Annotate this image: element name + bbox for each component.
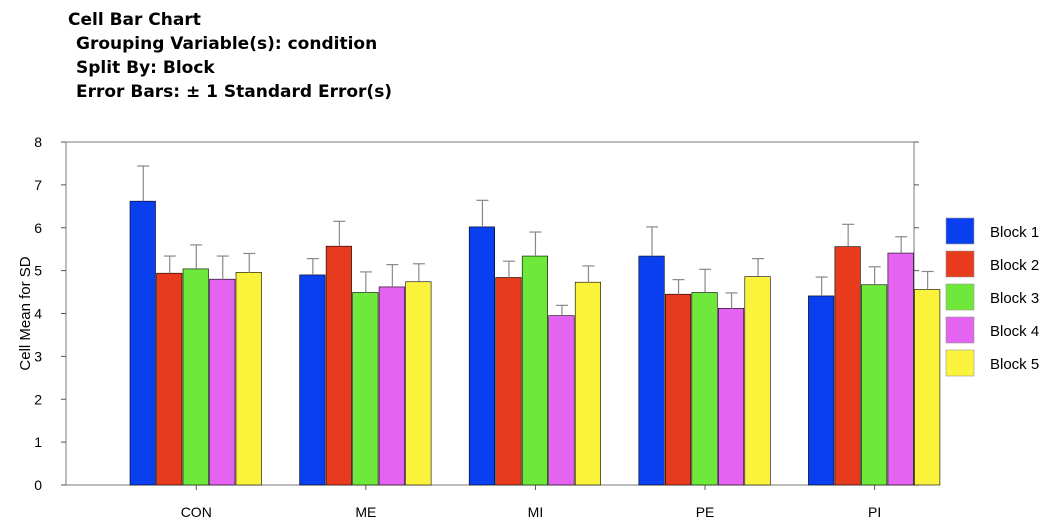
- legend-label: Block 2: [990, 257, 1039, 274]
- x-tick-label: CON: [181, 504, 212, 520]
- bar: [521, 255, 549, 486]
- y-tick-label: 4: [34, 306, 42, 322]
- legend-swatch: [945, 283, 975, 311]
- bar: [495, 277, 522, 486]
- bar: [744, 276, 771, 486]
- x-tick-label: PE: [696, 504, 715, 520]
- y-axis-label: Cell Mean for SD: [17, 256, 34, 370]
- bar: [299, 274, 326, 486]
- legend-swatch: [945, 250, 975, 278]
- y-tick-label: 3: [34, 348, 42, 364]
- legend-label: Block 1: [990, 224, 1039, 241]
- bar: [887, 252, 914, 486]
- legend-swatch: [945, 217, 975, 245]
- bar: [468, 226, 496, 486]
- bar: [352, 292, 379, 486]
- y-tick-label: 0: [34, 477, 42, 493]
- bar: [861, 284, 888, 486]
- x-tick-label: PI: [868, 504, 881, 520]
- bar: [548, 315, 575, 486]
- split-by-label: Split By: Block: [76, 58, 215, 78]
- bar: [638, 255, 665, 486]
- y-tick-label: 7: [34, 177, 42, 193]
- bar: [717, 308, 745, 486]
- x-tick-label: MI: [528, 504, 544, 520]
- legend-label: Block 4: [990, 323, 1039, 340]
- bar: [129, 200, 156, 486]
- bar: [691, 292, 718, 486]
- bar: [834, 246, 861, 486]
- bar: [156, 272, 183, 486]
- chart-header: Cell Bar Chart Grouping Variable(s): con…: [68, 8, 392, 104]
- grouping-variable-label: Grouping Variable(s): condition: [76, 34, 378, 54]
- y-tick-label: 8: [34, 134, 42, 150]
- y-tick-label: 6: [34, 220, 42, 236]
- bar: [405, 281, 432, 486]
- bar: [235, 272, 262, 486]
- bar: [664, 293, 692, 486]
- bar: [378, 286, 405, 486]
- x-tick-label: ME: [355, 504, 376, 520]
- bar: [325, 245, 352, 486]
- error-bars-label: Error Bars: ± 1 Standard Error(s): [76, 82, 393, 102]
- legend-label: Block 5: [990, 356, 1039, 373]
- bar: [914, 289, 941, 486]
- bar: [574, 281, 602, 486]
- legend-swatch: [945, 349, 975, 377]
- legend-label: Block 3: [990, 290, 1039, 307]
- legend-swatch: [945, 316, 975, 344]
- bar: [808, 295, 835, 486]
- y-tick-label: 2: [34, 391, 42, 407]
- bar: [182, 268, 209, 486]
- bar: [209, 278, 236, 486]
- chart-title: Cell Bar Chart: [68, 10, 201, 30]
- y-tick-label: 5: [34, 263, 42, 279]
- y-tick-label: 1: [34, 434, 42, 450]
